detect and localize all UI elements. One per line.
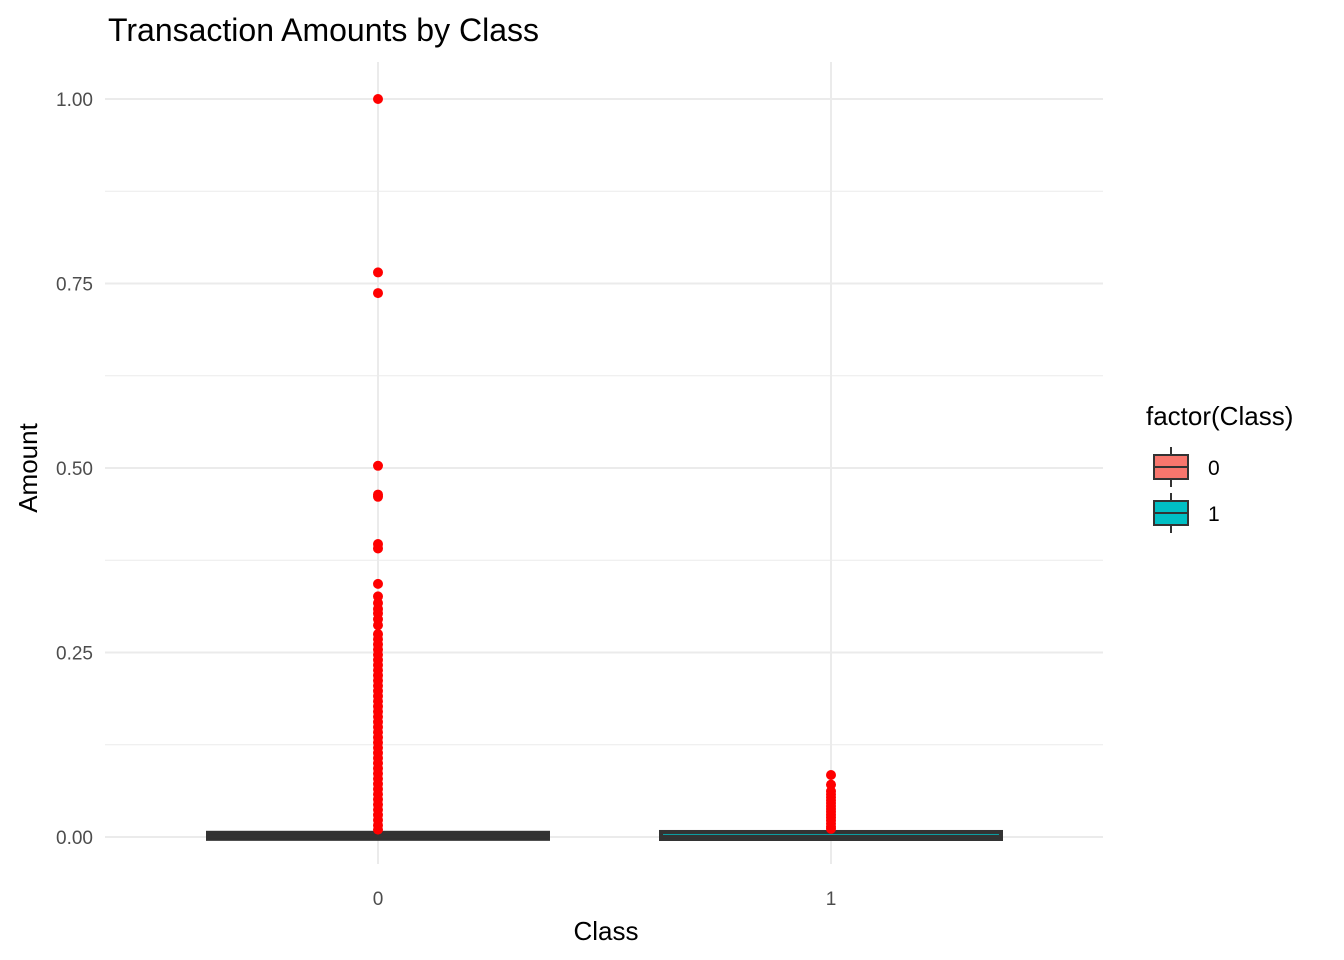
outlier-point	[373, 491, 383, 502]
legend-label: 0	[1208, 457, 1220, 480]
y-tick-label: 0.50	[56, 459, 93, 480]
y-tick-label: 0.75	[56, 275, 93, 296]
outlier-point	[373, 620, 383, 631]
y-axis: 0.00 0.25 0.50 0.75 1.00	[56, 90, 93, 849]
outlier-point	[826, 823, 836, 834]
outlier-point	[373, 267, 383, 278]
outlier-point	[373, 460, 383, 471]
chart-marks	[206, 94, 1003, 841]
x-tick-label: 1	[826, 889, 837, 910]
outlier-point	[373, 543, 383, 554]
chart-title: Transaction Amounts by Class	[108, 12, 539, 48]
grid	[105, 62, 1103, 864]
x-tick-label: 0	[373, 889, 384, 910]
outlier-point	[373, 288, 383, 299]
outlier-point	[373, 824, 383, 835]
y-axis-title: Amount	[13, 422, 43, 512]
outlier-point	[373, 578, 383, 589]
legend-title: factor(Class)	[1146, 401, 1293, 431]
outlier-point	[826, 770, 836, 781]
y-tick-label: 0.00	[56, 828, 93, 849]
y-tick-label: 0.25	[56, 644, 93, 665]
legend-label: 1	[1208, 503, 1220, 526]
y-tick-label: 1.00	[56, 90, 93, 111]
outlier-point	[373, 94, 383, 104]
x-axis-title: Class	[573, 916, 638, 946]
legend: factor(Class) 0 1	[1146, 401, 1293, 533]
